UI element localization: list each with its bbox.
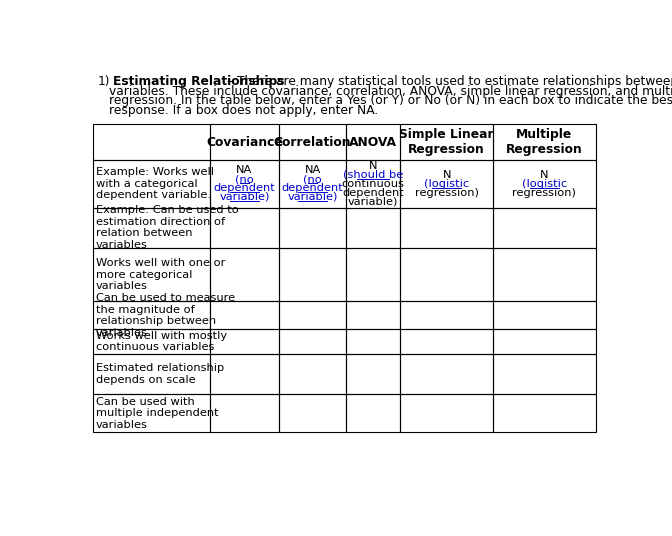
Text: dependent: dependent (214, 183, 276, 193)
Bar (493, 329, 595, 354)
Bar (401, 207, 493, 248)
Text: Multiple
Regression: Multiple Regression (506, 128, 583, 156)
Bar (93, 394, 210, 433)
Bar (93, 248, 210, 301)
Bar (210, 160, 280, 207)
Bar (401, 329, 493, 354)
Bar (401, 248, 493, 301)
Bar (401, 124, 493, 160)
Bar (280, 207, 346, 248)
Bar (93, 354, 210, 394)
Bar (346, 124, 401, 160)
Bar (346, 248, 401, 301)
Text: Works well with one or
more categorical
variables: Works well with one or more categorical … (95, 258, 225, 291)
Text: regression): regression) (513, 188, 577, 198)
Text: ANOVA: ANOVA (349, 136, 397, 148)
Bar (493, 394, 595, 433)
Bar (280, 354, 346, 394)
Text: regression): regression) (415, 188, 478, 198)
Bar (346, 207, 401, 248)
Text: – There are many statistical tools used to estimate relationships between: – There are many statistical tools used … (227, 75, 672, 88)
Text: response. If a box does not apply, enter NA.: response. If a box does not apply, enter… (109, 104, 378, 117)
Text: Example: Works well
with a categorical
dependent variable.: Example: Works well with a categorical d… (95, 167, 214, 200)
Text: variable): variable) (288, 192, 338, 202)
Bar (280, 394, 346, 433)
Text: 1): 1) (98, 75, 110, 88)
Text: continuous: continuous (341, 178, 405, 189)
Bar (93, 329, 210, 354)
Bar (401, 394, 493, 433)
Text: Simple Linear
Regression: Simple Linear Regression (399, 128, 494, 156)
Text: NA: NA (304, 166, 321, 175)
Bar (280, 301, 346, 329)
Text: variable): variable) (219, 192, 269, 202)
Bar (210, 394, 280, 433)
Bar (493, 354, 595, 394)
Bar (401, 354, 493, 394)
Bar (401, 301, 493, 329)
Bar (93, 207, 210, 248)
Bar (346, 354, 401, 394)
Text: dependent: dependent (342, 188, 404, 198)
Bar (210, 329, 280, 354)
Text: Estimated relationship
depends on scale: Estimated relationship depends on scale (95, 363, 224, 385)
Bar (493, 160, 595, 207)
Bar (346, 329, 401, 354)
Text: variable): variable) (348, 196, 398, 206)
Bar (493, 124, 595, 160)
Text: (logistic: (logistic (424, 178, 469, 189)
Bar (280, 160, 346, 207)
Text: N: N (540, 170, 548, 180)
Bar (210, 248, 280, 301)
Text: Correlation: Correlation (274, 136, 351, 148)
Text: (no: (no (303, 174, 322, 184)
Bar (93, 160, 210, 207)
Text: (should be: (should be (343, 170, 403, 180)
Bar (493, 207, 595, 248)
Text: (logistic: (logistic (521, 178, 567, 189)
Text: N: N (442, 170, 451, 180)
Text: Works well with mostly
continuous variables: Works well with mostly continuous variab… (95, 331, 226, 352)
Text: variables. These include covariance, correlation, ANOVA, simple linear regressio: variables. These include covariance, cor… (109, 85, 672, 98)
Text: Can be used to measure
the magnitude of
relationship between
variables: Can be used to measure the magnitude of … (95, 293, 235, 338)
Text: Can be used with
multiple independent
variables: Can be used with multiple independent va… (95, 397, 218, 430)
Bar (493, 301, 595, 329)
Bar (401, 160, 493, 207)
Text: Covariance: Covariance (206, 136, 283, 148)
Text: N: N (369, 161, 377, 171)
Bar (210, 301, 280, 329)
Text: regression. In the table below, enter a Yes (or Y) or No (or N) in each box to i: regression. In the table below, enter a … (109, 94, 672, 107)
Text: dependent: dependent (282, 183, 343, 193)
Bar (210, 354, 280, 394)
Bar (280, 248, 346, 301)
Bar (346, 301, 401, 329)
Bar (210, 124, 280, 160)
Text: Estimating Relationships: Estimating Relationships (114, 75, 285, 88)
Text: Example: Can be used to
estimation direction of
relation between
variables: Example: Can be used to estimation direc… (95, 205, 239, 250)
Bar (93, 301, 210, 329)
Bar (280, 124, 346, 160)
Bar (346, 394, 401, 433)
Bar (93, 124, 210, 160)
Bar (346, 160, 401, 207)
Bar (493, 248, 595, 301)
Bar (280, 329, 346, 354)
Bar (210, 207, 280, 248)
Text: NA: NA (237, 166, 253, 175)
Text: (no: (no (235, 174, 254, 184)
